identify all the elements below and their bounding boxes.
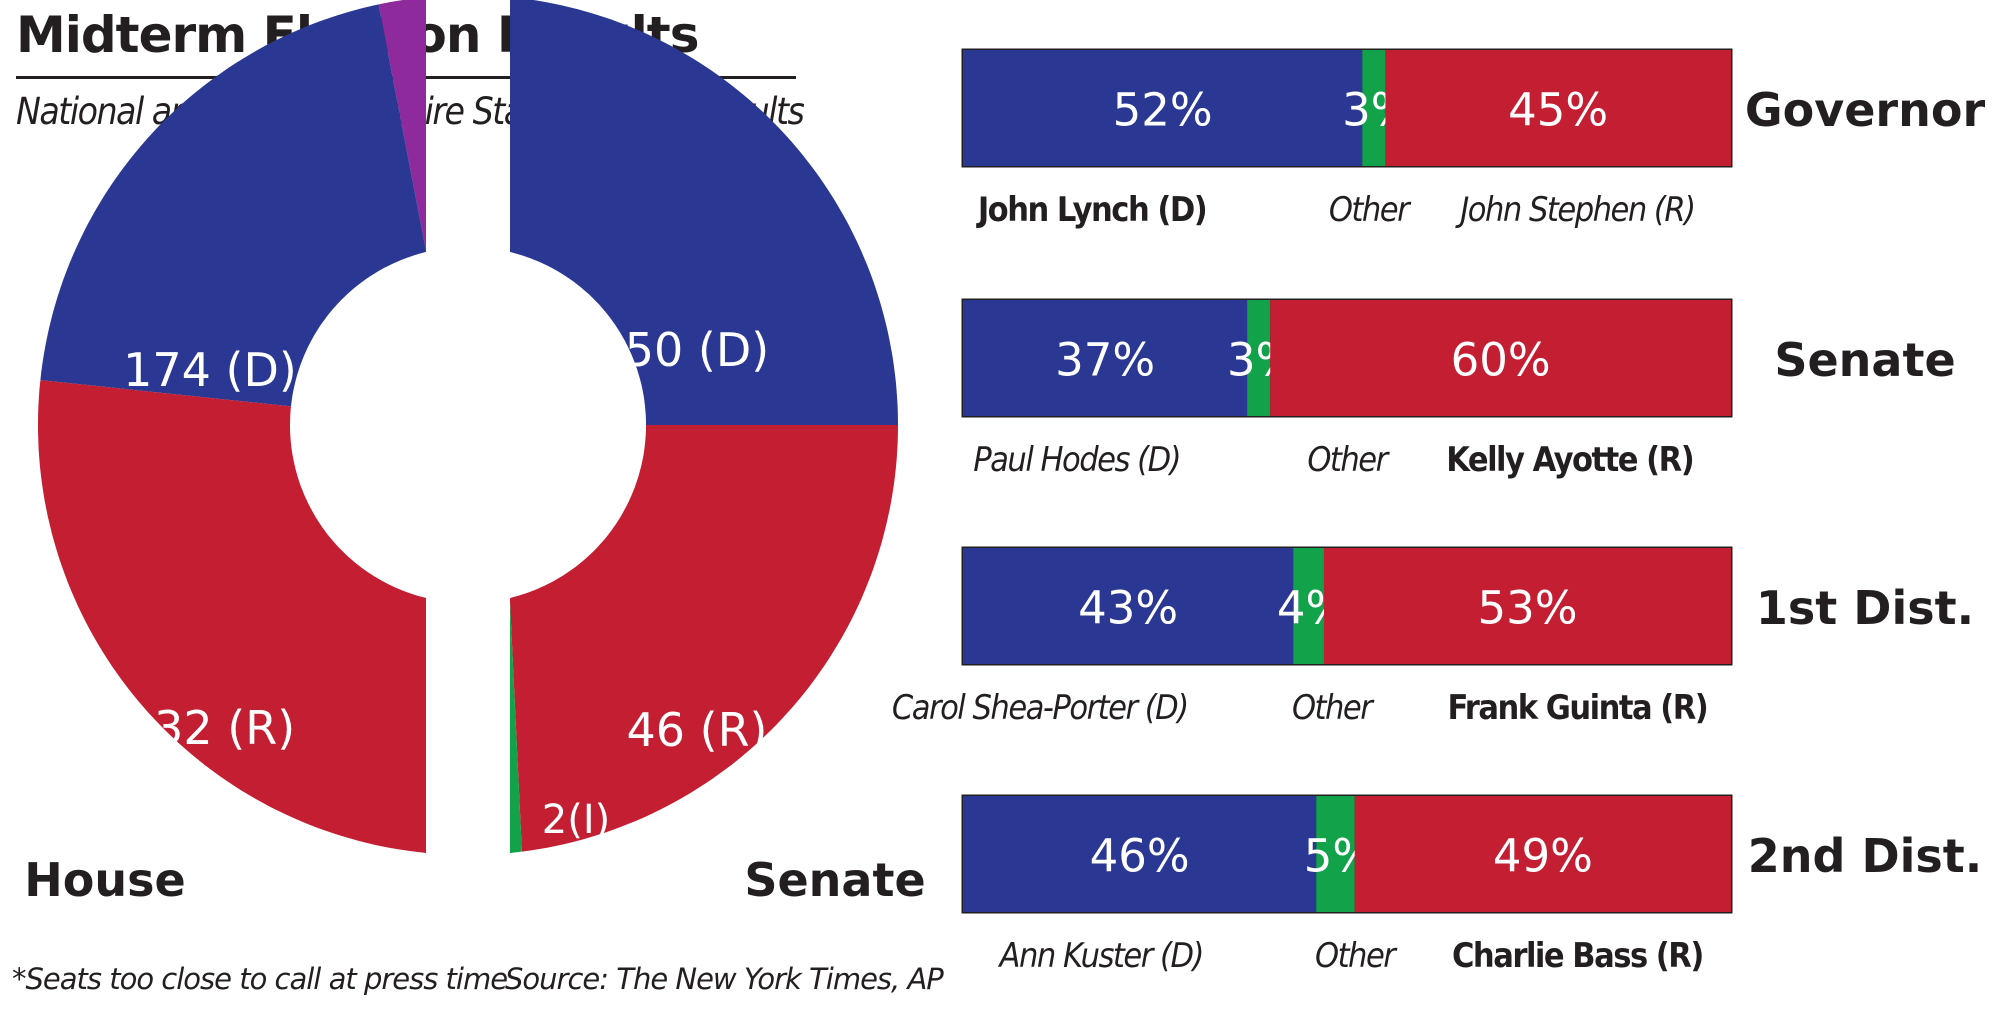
senate-slice-label: 50 (D) <box>625 323 769 377</box>
senate-slice-label: 2* <box>505 877 550 923</box>
source-note: Source: The New York Times, AP <box>505 962 944 996</box>
race-label: Governor <box>1745 83 1986 137</box>
candidate-name: Other <box>1315 936 1398 976</box>
bar-segment-other <box>1362 50 1386 166</box>
house-slice-label: 232 (R) <box>125 701 295 755</box>
bar-segment-other <box>1247 300 1271 416</box>
house-slice-label: 174 (D) <box>123 343 297 397</box>
bar-value-label: 60% <box>1451 334 1551 387</box>
race-3: 46% 5% 49% 2nd Dist.Ann Kuster (D) Other Char… <box>961 794 1983 976</box>
bar-value-label: 53% <box>1477 582 1577 635</box>
footnote: *Seats too close to call at press time <box>12 962 508 996</box>
senate-slice-democrat <box>510 0 898 425</box>
bar-segment-other <box>1316 796 1355 912</box>
race-label: Senate <box>1774 333 1955 387</box>
race-label: 2nd Dist. <box>1748 829 1983 883</box>
house-slice-undecided <box>378 0 426 251</box>
senate-slice-republican <box>510 425 898 852</box>
candidate-name: Charlie Bass (R) <box>1452 936 1703 976</box>
candidate-name: Frank Guinta (R) <box>1448 688 1708 728</box>
bar-segment-republican <box>1354 796 1731 912</box>
bar-segment-other <box>1293 548 1324 664</box>
bar-segment-democrat <box>963 50 1363 166</box>
candidate-name: Paul Hodes (D) <box>973 440 1180 480</box>
candidate-name: Kelly Ayotte (R) <box>1446 440 1693 480</box>
bar-value-label: 46% <box>1090 830 1190 883</box>
senate-slice-other <box>510 601 522 855</box>
house-chart-label: House <box>24 853 185 907</box>
race-label: 1st Dist. <box>1756 581 1974 635</box>
bar-segment-democrat <box>963 300 1248 416</box>
candidate-name: Other <box>1329 190 1412 230</box>
house-pie-chart: 29*174 (D)232 (R)House <box>24 0 427 907</box>
bar-segment-republican <box>1385 50 1731 166</box>
senate-chart-label: Senate <box>744 853 925 907</box>
bar-segment-democrat <box>963 796 1317 912</box>
bar-value-label: 45% <box>1508 84 1608 137</box>
bar-value-label: 37% <box>1055 334 1155 387</box>
senate-pie-chart: 50 (D) 46 (R) 2(I) 2* Senate <box>505 0 926 923</box>
candidate-name: Other <box>1307 440 1390 480</box>
senate-slice-label: 46 (R) <box>626 703 767 757</box>
house-slice-republican <box>38 380 426 855</box>
candidate-name: John Stephen (R) <box>1455 190 1694 230</box>
bar-segment-republican <box>1270 300 1731 416</box>
candidate-name: John Lynch (D) <box>976 190 1206 230</box>
bar-value-label: 52% <box>1113 84 1213 137</box>
bar-segment-democrat <box>963 548 1294 664</box>
senate-slice-label: 2(I) <box>542 797 610 843</box>
candidate-name: Ann Kuster (D) <box>998 936 1203 976</box>
house-slice-democrat <box>40 4 427 407</box>
candidate-name: Other <box>1292 688 1375 728</box>
bar-value-label: 43% <box>1078 582 1178 635</box>
bar-value-label: 49% <box>1493 830 1593 883</box>
race-2: 43% 4% 53% 1st Dist.Carol Shea-Porter (D) Ot… <box>892 546 1974 728</box>
bar-segment-republican <box>1323 548 1731 664</box>
candidate-name: Carol Shea-Porter (D) <box>892 688 1188 728</box>
